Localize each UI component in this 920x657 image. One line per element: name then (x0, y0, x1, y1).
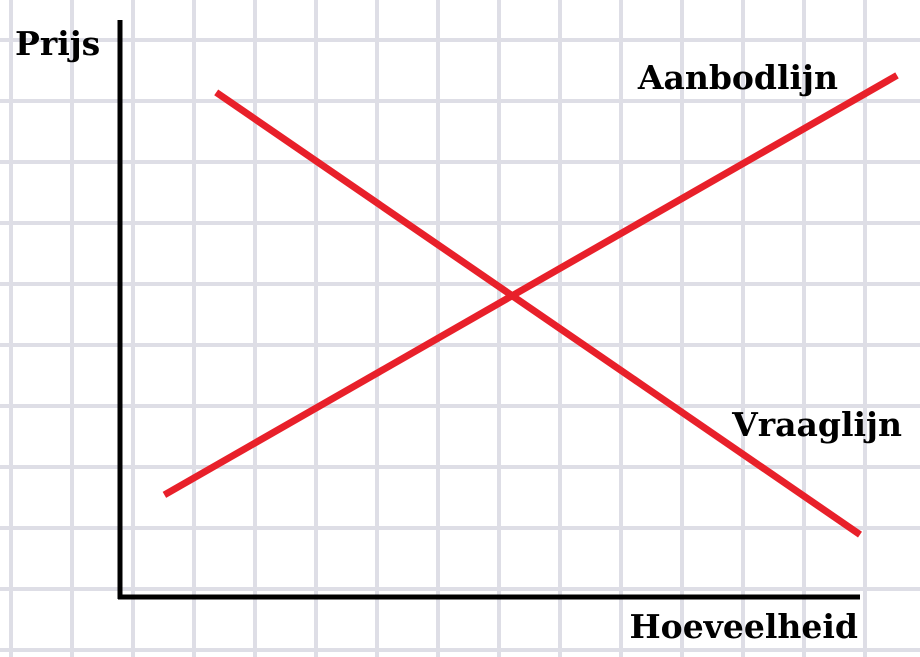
series-lines (162, 72, 899, 538)
labels: Prijs Hoeveelheid Aanbodlijn Vraaglijn (15, 24, 902, 646)
axes (117, 20, 860, 600)
y-axis-label: Prijs (15, 24, 100, 63)
supply-line (162, 72, 899, 498)
supply-line-label: Aanbodlijn (637, 58, 838, 97)
demand-line-label: Vraaglijn (731, 405, 902, 444)
x-axis-label: Hoeveelheid (630, 607, 859, 646)
demand-line (214, 89, 862, 538)
